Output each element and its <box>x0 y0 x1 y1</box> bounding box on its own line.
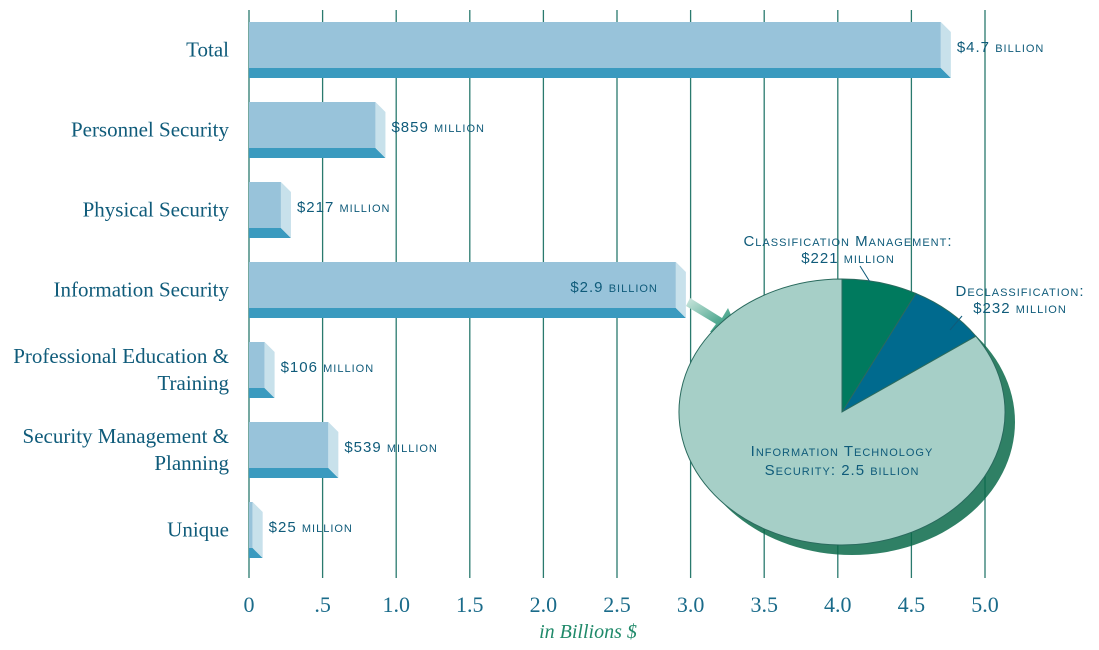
bar-side <box>375 102 386 158</box>
bar-side <box>252 502 263 558</box>
x-tick-label: 4.0 <box>824 592 852 617</box>
x-tick-label: .5 <box>314 592 331 617</box>
bar-bottom <box>249 148 386 158</box>
leader-line <box>949 315 963 331</box>
category-label: Unique <box>167 517 229 542</box>
category-label: Total <box>186 37 229 62</box>
slice-value: $232 million <box>973 300 1067 317</box>
value-label: $106 million <box>281 359 375 376</box>
slice-label-name: Information Technology Security: <box>750 443 934 479</box>
category-label: Security Management & Planning <box>22 424 229 475</box>
bar-side <box>264 342 275 398</box>
value-label: $2.9 billion <box>570 279 658 296</box>
bar-side <box>280 182 291 238</box>
bar-bottom <box>249 68 951 78</box>
x-tick-label: 3.0 <box>677 592 705 617</box>
x-tick-label: 2.0 <box>530 592 558 617</box>
bar-bottom <box>249 388 275 398</box>
value-label: $859 million <box>391 119 485 136</box>
pie-slice <box>678 278 1006 546</box>
slice-label: Information Technology Security: 2.5 bil… <box>717 442 967 480</box>
bar-bottom <box>249 468 339 478</box>
slice-value: $221 million <box>801 250 895 267</box>
category-label: Professional Education & Training <box>13 344 229 395</box>
bar-face <box>249 102 376 148</box>
x-tick-label: 0 <box>244 592 255 617</box>
leader-line <box>859 265 871 283</box>
x-tick-label: 4.5 <box>898 592 926 617</box>
pie: Classification Management:$221 million De… <box>678 233 1085 555</box>
slice-value: 2.5 billion <box>841 462 920 479</box>
bar-bottom <box>249 548 263 558</box>
slice-label: Classification Management: <box>743 233 952 250</box>
slice-label: Declassification: <box>956 283 1085 300</box>
bar-side <box>940 22 951 78</box>
bar-side <box>328 422 339 478</box>
value-label: $25 million <box>269 519 353 536</box>
bar-face <box>249 342 265 388</box>
bar-face <box>249 502 253 548</box>
bar-face <box>249 182 281 228</box>
x-axis-label: in Billions $ <box>539 621 637 643</box>
category-label: Information Security <box>53 277 229 302</box>
value-label: $539 million <box>344 439 438 456</box>
bar-bottom <box>249 228 291 238</box>
bar-face <box>249 422 329 468</box>
category-label: Physical Security <box>82 197 229 222</box>
category-label: Personnel Security <box>70 117 229 142</box>
value-label: $4.7 billion <box>957 39 1045 56</box>
bar-face <box>249 262 676 308</box>
x-tick-label: 3.5 <box>750 592 778 617</box>
x-tick-label: 1.0 <box>382 592 410 617</box>
bar-side <box>675 262 686 318</box>
bars: $4.7 billion $859 million $217 million $2.9… <box>249 22 1045 558</box>
x-tick-label: 1.5 <box>456 592 484 617</box>
bar-bottom <box>249 308 686 318</box>
value-label: $217 million <box>297 199 391 216</box>
bar-face <box>249 22 941 68</box>
x-tick-label: 5.0 <box>971 592 999 617</box>
x-tick-label: 2.5 <box>603 592 631 617</box>
